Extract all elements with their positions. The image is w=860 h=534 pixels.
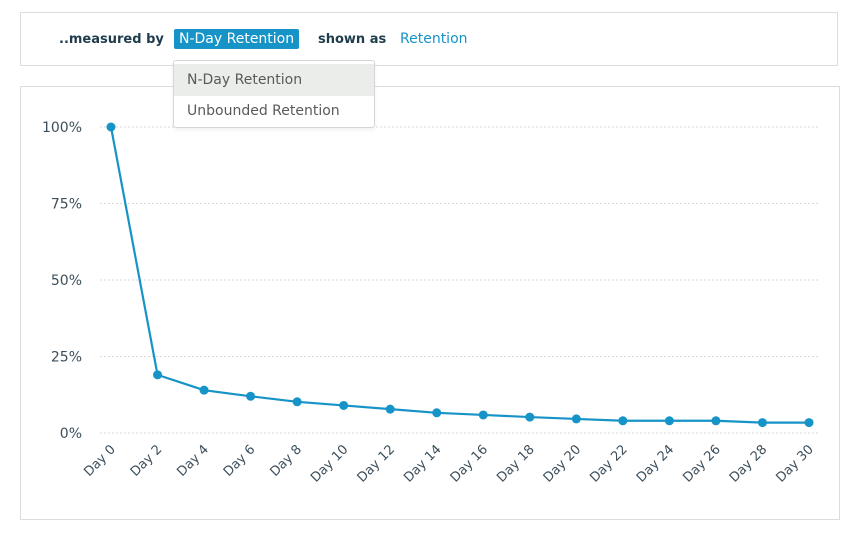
x-tick-label: Day 20: [541, 442, 584, 485]
query-controls-bar: ..measured by N-Day Retention shown as R…: [20, 12, 838, 66]
y-tick-label: 0%: [60, 426, 82, 442]
data-point[interactable]: [664, 416, 674, 426]
metric-dropdown-menu: N-Day Retention Unbounded Retention: [173, 60, 375, 128]
data-point[interactable]: [385, 404, 395, 414]
data-point[interactable]: [525, 412, 535, 422]
retention-series-line: [109, 126, 809, 424]
x-tick-label: Day 26: [680, 442, 723, 485]
data-point[interactable]: [432, 408, 442, 418]
data-point[interactable]: [153, 370, 163, 380]
measured-by-label: ..measured by: [59, 32, 164, 47]
data-point[interactable]: [478, 410, 488, 420]
data-point[interactable]: [246, 391, 256, 401]
x-tick-label: Day 10: [308, 442, 351, 485]
metric-select-button[interactable]: N-Day Retention: [174, 29, 300, 49]
data-point[interactable]: [106, 122, 116, 132]
data-point[interactable]: [339, 400, 349, 410]
y-tick-label: 100%: [42, 120, 82, 136]
data-point[interactable]: [618, 416, 628, 426]
dropdown-option-n-day-retention[interactable]: N-Day Retention: [174, 64, 374, 96]
x-tick-label: Day 2: [128, 442, 166, 480]
y-tick-label: 75%: [51, 197, 82, 213]
dropdown-option-unbounded-retention[interactable]: Unbounded Retention: [187, 103, 340, 119]
x-tick-label: Day 24: [634, 442, 677, 485]
y-tick-label: 50%: [51, 273, 82, 289]
shown-as-label: shown as: [318, 32, 387, 47]
data-point[interactable]: [199, 385, 209, 395]
x-tick-label: Day 18: [494, 442, 537, 485]
x-tick-label: Day 0: [81, 442, 119, 480]
chart-panel: [20, 86, 840, 520]
data-point[interactable]: [804, 418, 814, 428]
x-tick-label: Day 6: [221, 442, 259, 480]
data-point[interactable]: [711, 416, 721, 426]
x-tick-label: Day 16: [448, 442, 491, 485]
x-tick-label: Day 12: [355, 442, 398, 485]
x-tick-label: Day 28: [727, 442, 770, 485]
x-tick-label: Day 22: [587, 442, 630, 485]
data-point[interactable]: [757, 418, 767, 428]
x-tick-label: Day 14: [401, 442, 444, 485]
display-mode-link[interactable]: Retention: [400, 31, 468, 47]
x-tick-label: Day 30: [773, 442, 816, 485]
data-point[interactable]: [292, 397, 302, 407]
data-point[interactable]: [571, 414, 581, 424]
x-tick-label: Day 4: [174, 442, 212, 480]
y-tick-label: 25%: [51, 350, 82, 366]
x-tick-label: Day 8: [267, 442, 305, 480]
